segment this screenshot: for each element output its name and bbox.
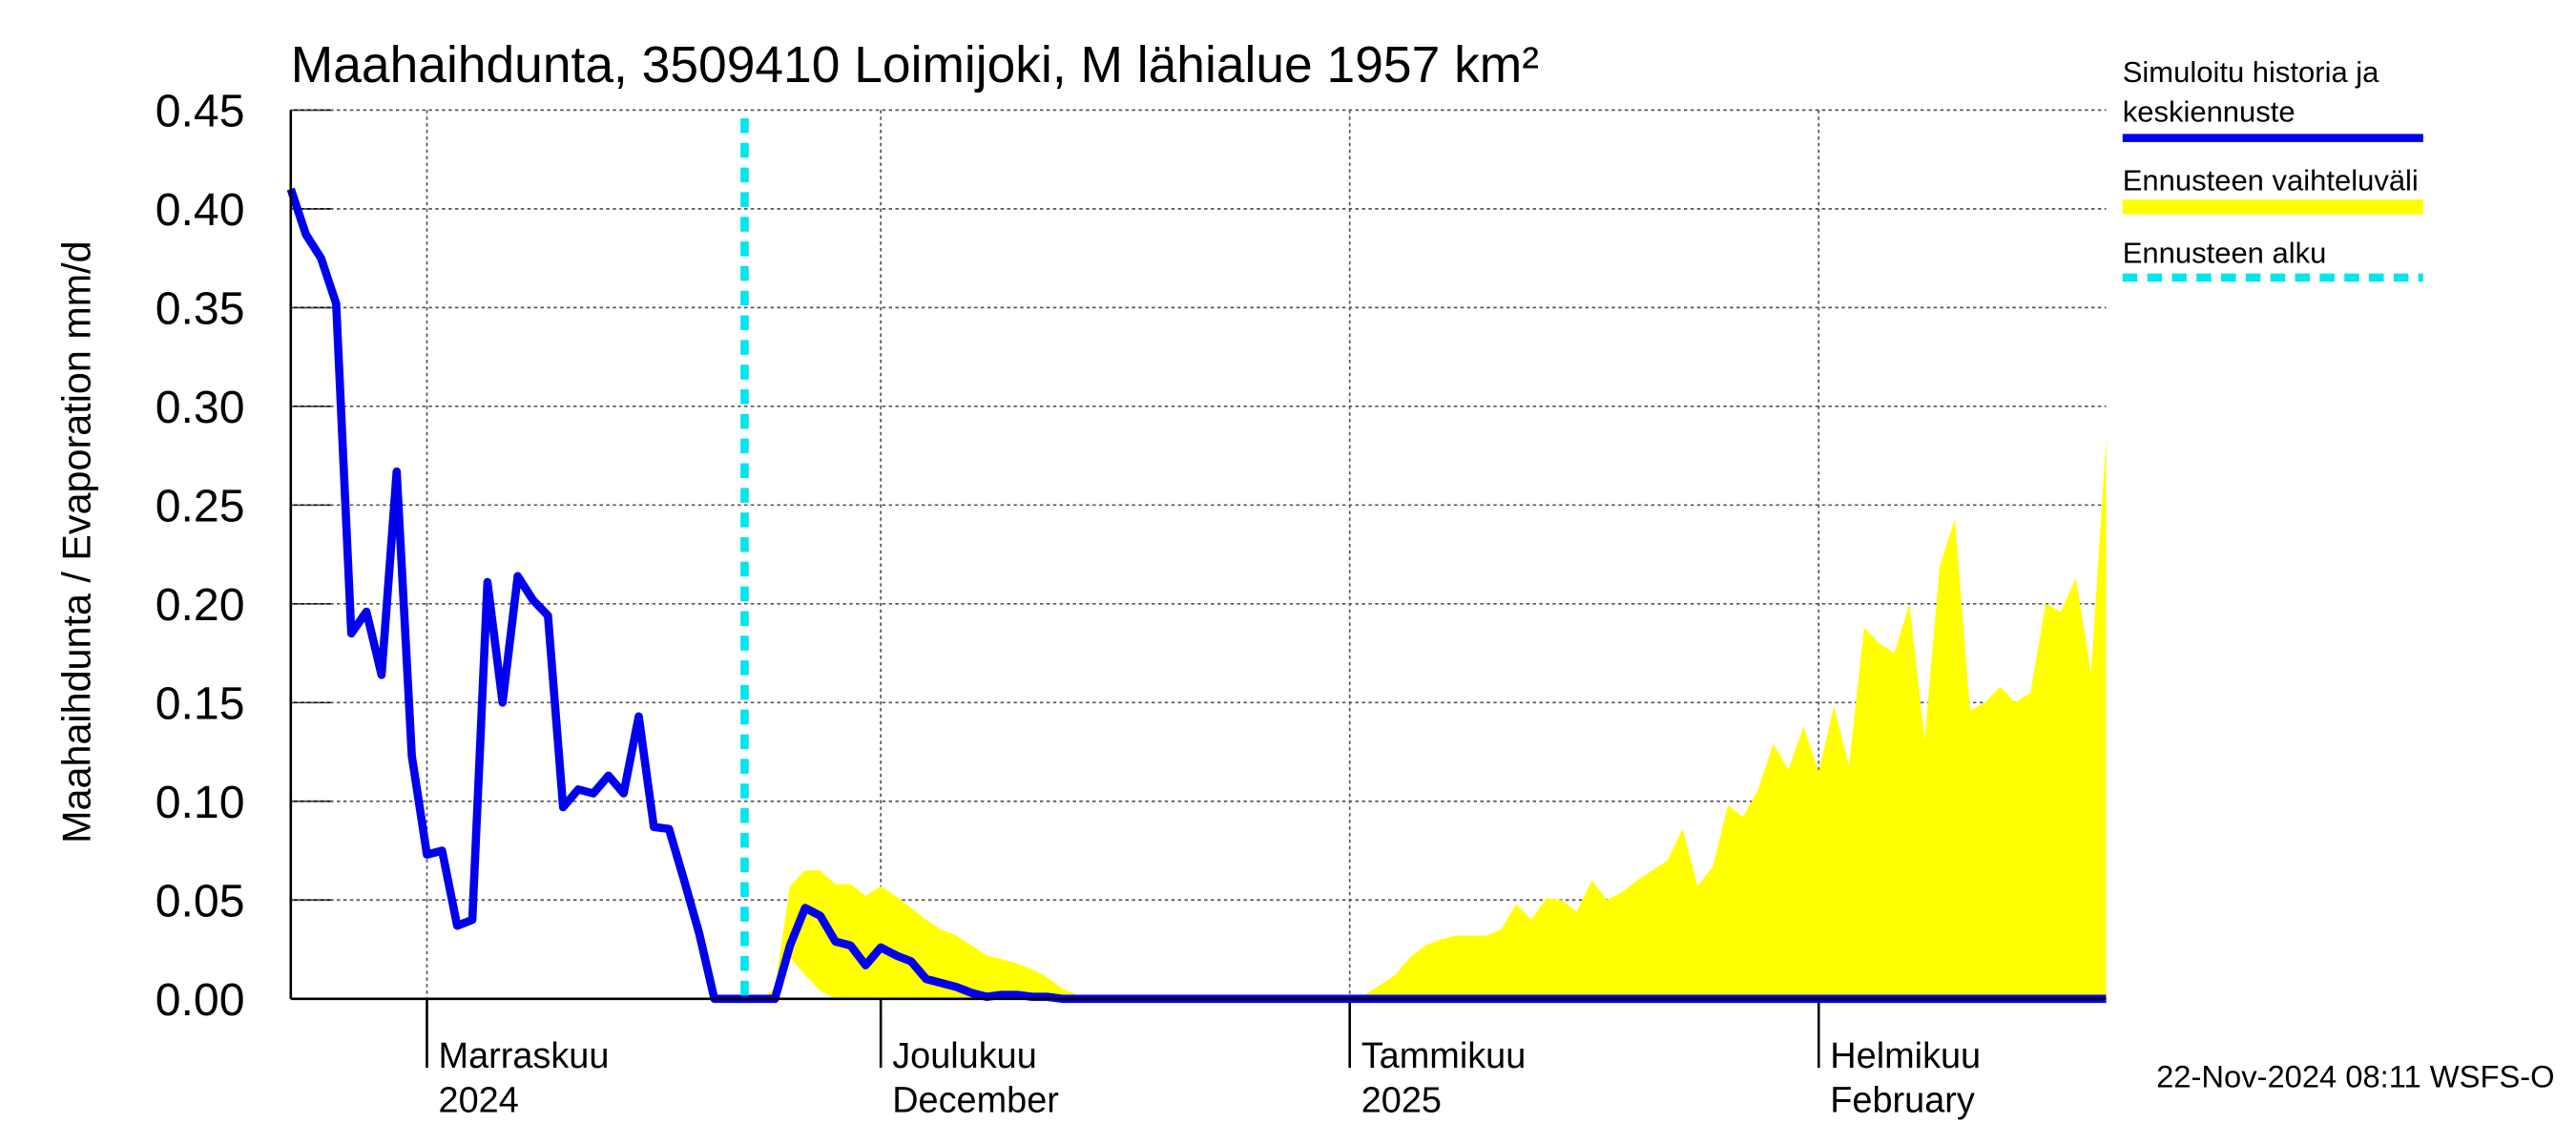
legend-label: Simuloitu historia ja — [2123, 55, 2379, 89]
x-tick-label: February — [1830, 1081, 1975, 1121]
y-tick-label: 0.35 — [156, 283, 245, 335]
y-tick-label: 0.05 — [156, 876, 245, 927]
footer: 22-Nov-2024 08:11 WSFS-O — [2156, 1059, 2554, 1094]
x-tick-label: 2024 — [439, 1081, 519, 1121]
x-tick-label: Tammikuu — [1361, 1036, 1527, 1076]
chart-title: Maahaihdunta, 3509410 Loimijoki, M lähia… — [291, 37, 1539, 94]
y-tick-label: 0.30 — [156, 382, 245, 433]
x-tick-label: Marraskuu — [439, 1036, 610, 1076]
y-tick-label: 0.15 — [156, 678, 245, 730]
y-tick-label: 0.20 — [156, 579, 245, 631]
y-tick-label: 0.25 — [156, 481, 245, 532]
legend-label: keskiennuste — [2123, 94, 2296, 128]
y-tick-label: 0.10 — [156, 777, 245, 828]
y-axis-label: Maahaihdunta / Evaporation mm/d — [55, 240, 99, 843]
x-tick-label: Helmikuu — [1830, 1036, 1981, 1076]
y-tick-label: 0.45 — [156, 86, 245, 137]
x-tick-label: 2025 — [1361, 1081, 1442, 1121]
y-tick-label: 0.40 — [156, 184, 245, 236]
y-tick-label: 0.00 — [156, 974, 245, 1026]
legend-label: Ennusteen vaihteluväli — [2123, 164, 2419, 198]
x-tick-label: Joulukuu — [892, 1036, 1037, 1076]
x-tick-label: December — [892, 1081, 1059, 1121]
legend-label: Ennusteen alku — [2123, 236, 2327, 269]
forecast-range — [744, 440, 2107, 999]
